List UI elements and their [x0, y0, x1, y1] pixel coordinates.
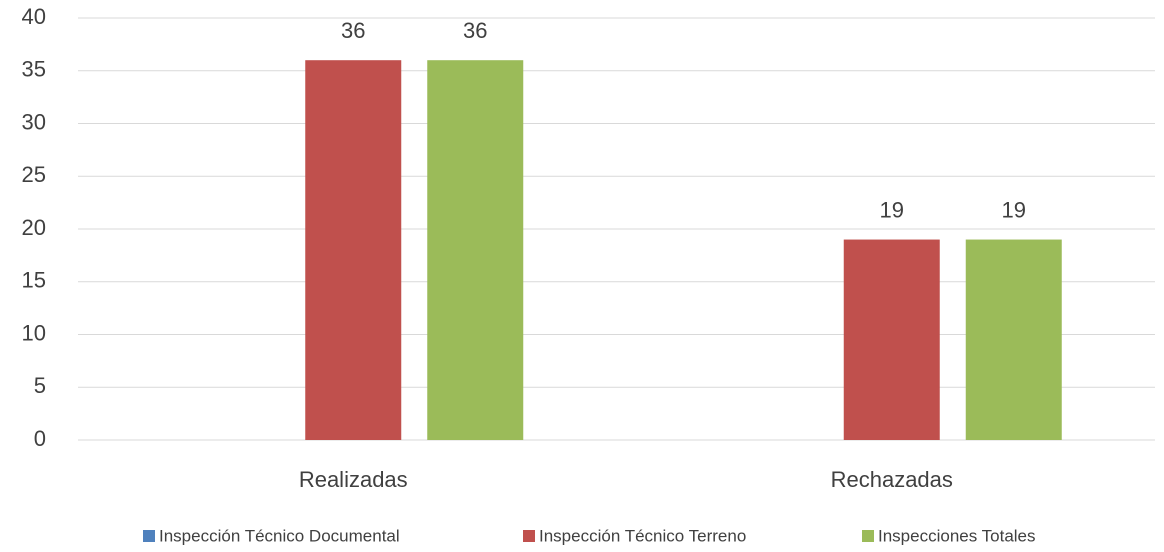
legend-label: Inspecciones Totales: [878, 526, 1036, 545]
legend-swatch: [143, 530, 155, 542]
bar: [305, 60, 402, 440]
legend-label: Inspección Técnico Documental: [159, 526, 400, 545]
legend-swatch: [862, 530, 874, 542]
legend-swatch: [523, 530, 535, 542]
data-label: 19: [1002, 197, 1026, 222]
data-label: 36: [341, 18, 365, 43]
y-tick-label: 40: [22, 4, 46, 29]
y-tick-label: 20: [22, 215, 46, 240]
y-tick-label: 15: [22, 268, 46, 293]
x-tick-label: Rechazadas: [831, 467, 953, 492]
y-tick-label: 35: [22, 57, 46, 82]
data-label: 36: [463, 18, 487, 43]
x-tick-label: Realizadas: [299, 467, 408, 492]
y-tick-label: 30: [22, 109, 46, 134]
bar: [843, 239, 940, 440]
legend-label: Inspección Técnico Terreno: [539, 526, 746, 545]
bar: [965, 239, 1062, 440]
y-tick-label: 5: [34, 373, 46, 398]
y-tick-label: 0: [34, 426, 46, 451]
y-tick-label: 10: [22, 320, 46, 345]
data-label: 19: [880, 197, 904, 222]
bar: [427, 60, 524, 440]
y-tick-label: 25: [22, 162, 46, 187]
